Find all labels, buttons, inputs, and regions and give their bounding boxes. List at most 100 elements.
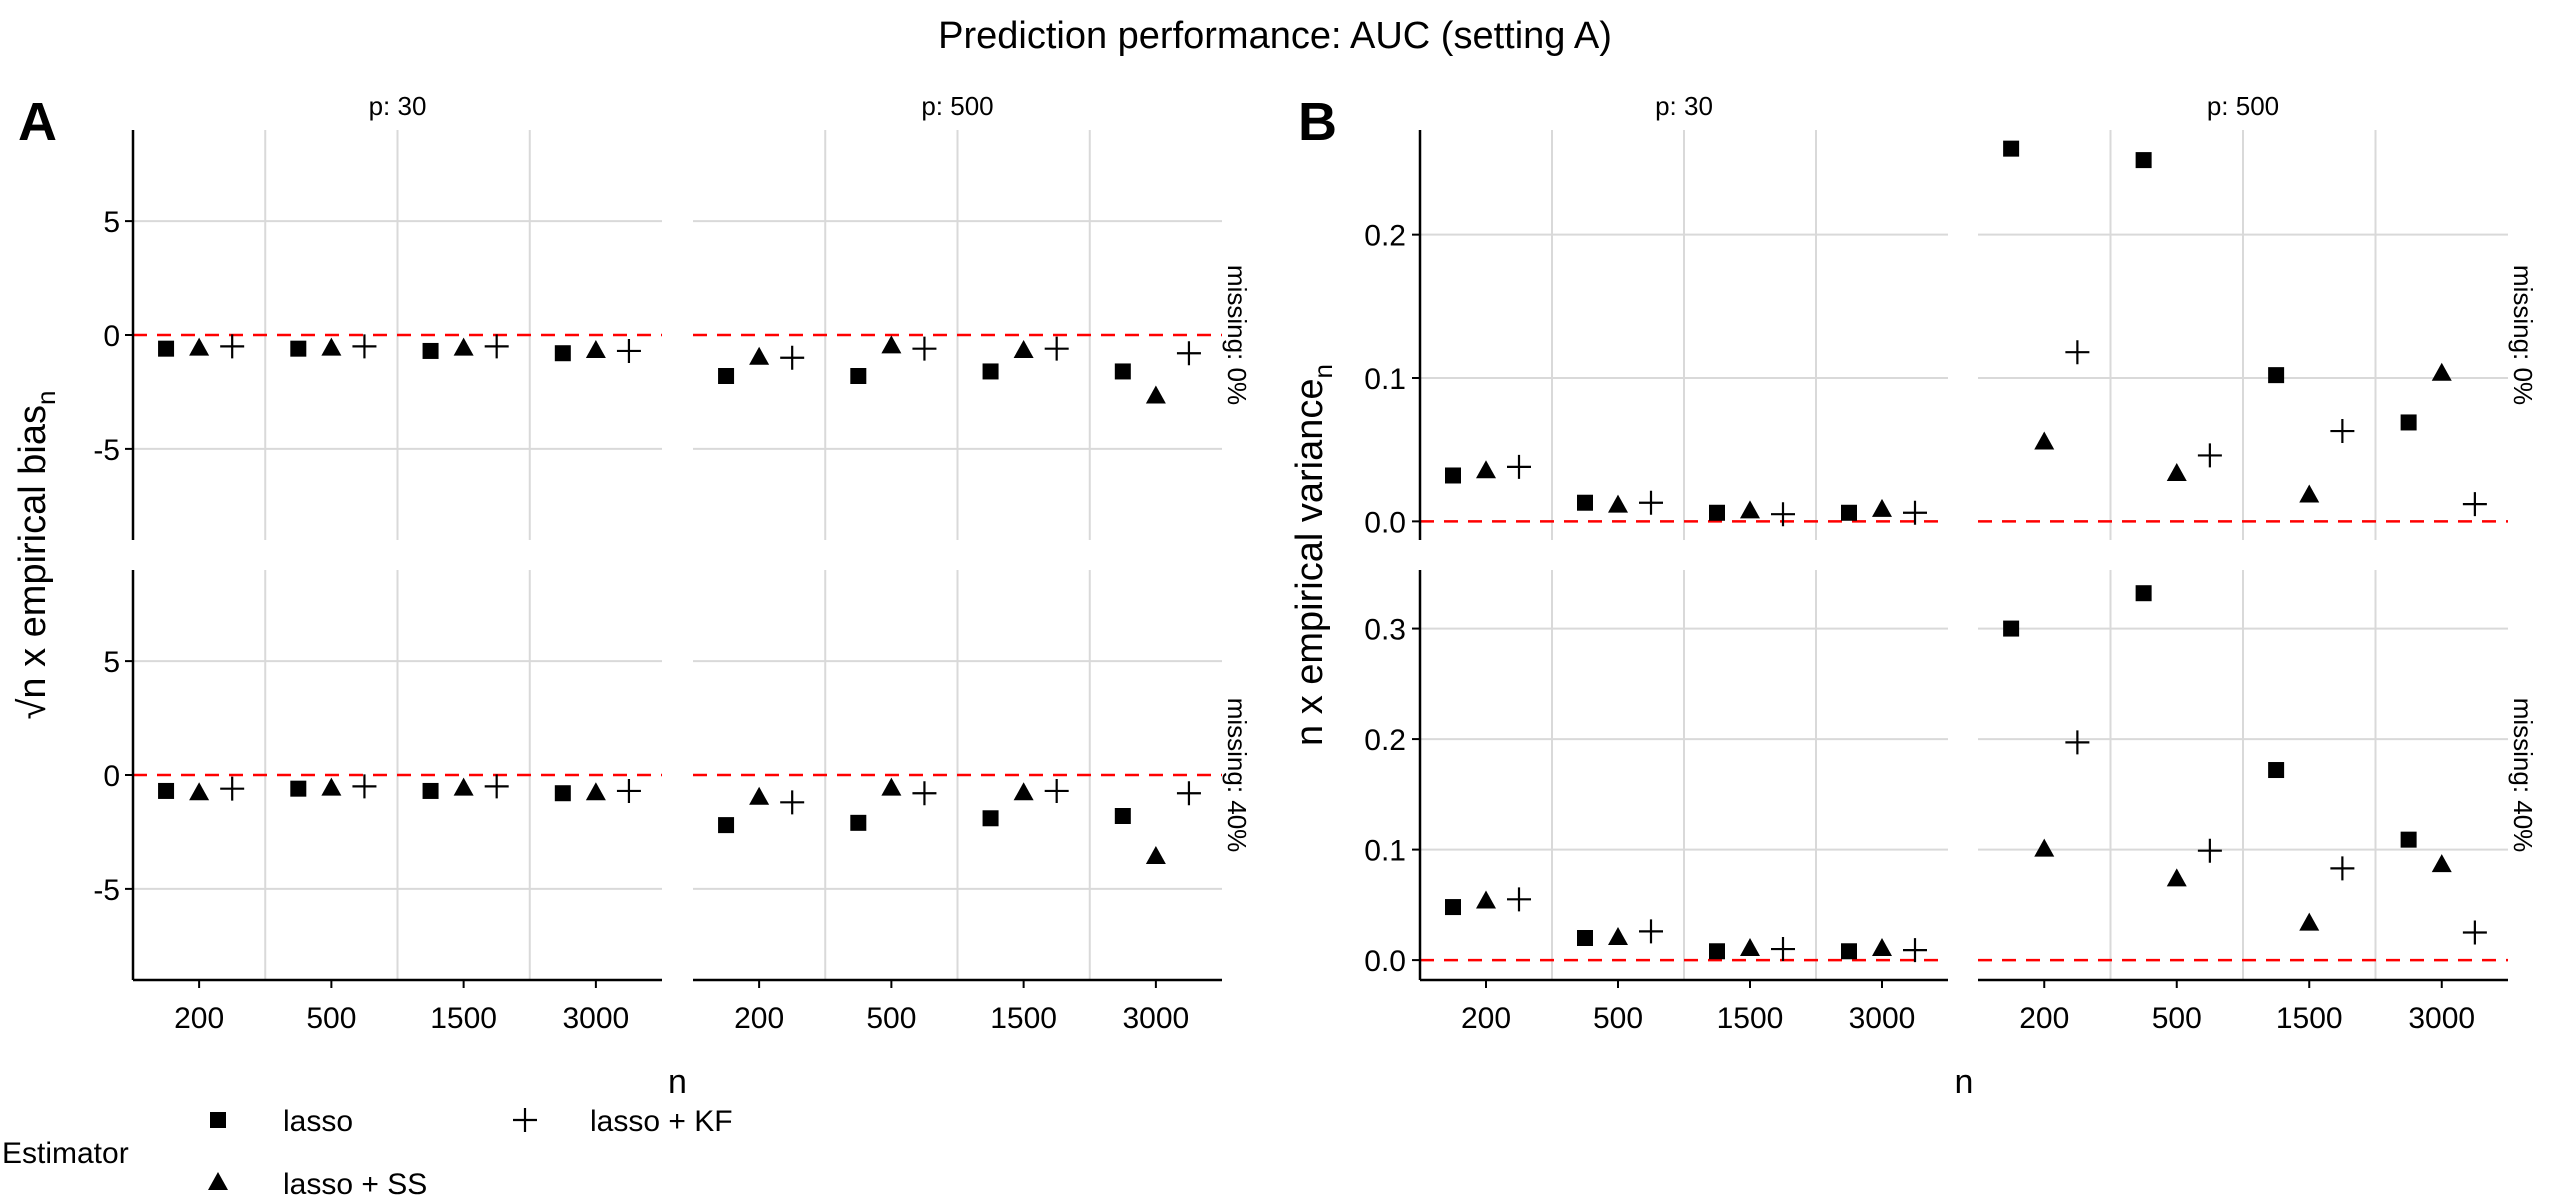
data-point-plus: [484, 774, 509, 799]
data-point-plus: [2462, 492, 2487, 517]
data-point-square: [982, 810, 999, 827]
data-point-plus: [1507, 454, 1531, 479]
data-point-triangle: [2166, 868, 2187, 887]
data-point-triangle: [2299, 912, 2320, 931]
data-point-triangle: [881, 777, 902, 796]
x-tick-label: 500: [2152, 1002, 2202, 1035]
data-point-triangle: [749, 346, 770, 365]
facet-row-label: missing: 40%: [2508, 698, 2538, 853]
y-axis-title: √n x empirical biasn: [12, 391, 61, 720]
legend-title: Estimator: [2, 1137, 129, 1170]
legend-item: lasso + SS: [208, 1168, 427, 1200]
data-point-triangle: [1476, 890, 1496, 909]
x-tick-label: 200: [1461, 1002, 1511, 1035]
facet: p: 500 missing: 0%: [1978, 91, 2538, 540]
facet-column-label: p: 30: [369, 91, 427, 121]
y-tick-label: 0.2: [1364, 724, 1406, 757]
facet: 200 500 1500 3000 missing: 40%: [1978, 570, 2538, 1035]
data-point-triangle: [1013, 339, 1034, 358]
x-tick-label: 200: [174, 1002, 224, 1035]
legend-marker-triangle: [208, 1172, 228, 1190]
data-point-plus: [616, 338, 641, 363]
data-point-plus: [1176, 781, 1201, 806]
data-point-square: [1841, 943, 1857, 960]
data-point-plus: [220, 776, 245, 801]
y-tick-label: 0.0: [1364, 945, 1406, 978]
data-point-triangle: [2034, 431, 2055, 450]
data-point-square: [1445, 899, 1461, 916]
x-tick-label: 3000: [1849, 1002, 1916, 1035]
data-point-plus: [2330, 419, 2355, 444]
x-axis-title: n: [668, 1063, 687, 1101]
data-point-plus: [1771, 937, 1795, 962]
data-point-square: [290, 340, 307, 357]
x-tick-label: 500: [306, 1002, 356, 1035]
data-point-triangle: [2166, 463, 2187, 482]
y-tick-label: -5: [93, 434, 120, 467]
facet-row-label: missing: 0%: [1222, 265, 1252, 405]
facet-column-label: p: 30: [1655, 91, 1713, 121]
data-point-square: [158, 782, 175, 799]
data-point-square: [2268, 367, 2285, 384]
data-point-plus: [912, 336, 937, 361]
data-point-triangle: [453, 777, 474, 796]
x-tick-label: 500: [1593, 1002, 1643, 1035]
data-point-square: [1709, 504, 1725, 521]
data-point-triangle: [1476, 460, 1496, 479]
x-tick-label: 1500: [2276, 1002, 2343, 1035]
data-point-square: [290, 780, 307, 797]
data-point-plus: [1771, 502, 1795, 527]
legend-marker-square: [210, 1112, 226, 1128]
data-point-plus: [1044, 336, 1069, 361]
data-point-plus: [1903, 938, 1927, 963]
data-point-triangle: [321, 777, 342, 796]
data-point-square: [422, 342, 439, 359]
facet-row-label: missing: 40%: [1222, 698, 1252, 853]
facet: 200 500 1500 3000 missing: 40%: [693, 570, 1252, 1035]
x-tick-label: 1500: [990, 1002, 1057, 1035]
data-point-plus: [484, 334, 509, 359]
data-point-triangle: [321, 337, 342, 356]
facet: 0.0 0.1 0.2 p: 30: [1364, 91, 1948, 540]
data-point-triangle: [189, 337, 210, 356]
y-tick-label: -5: [93, 874, 120, 907]
y-axis-title: n x empirical variancen: [1289, 364, 1338, 746]
legend-label: lasso: [283, 1105, 353, 1138]
x-tick-label: 1500: [430, 1002, 497, 1035]
x-tick-label: 200: [2019, 1002, 2069, 1035]
data-point-triangle: [1145, 385, 1166, 404]
data-point-triangle: [881, 335, 902, 354]
data-point-plus: [780, 790, 805, 815]
data-point-triangle: [2299, 484, 2320, 503]
data-point-triangle: [585, 782, 606, 801]
x-tick-label: 200: [734, 1002, 784, 1035]
data-point-plus: [1639, 490, 1663, 515]
y-tick-label: 5: [103, 206, 120, 239]
facet: p: 500 missing: 0%: [693, 91, 1252, 540]
panel-label: A: [18, 92, 57, 152]
data-point-plus: [780, 345, 805, 370]
data-point-triangle: [1013, 782, 1034, 801]
data-point-plus: [1176, 341, 1201, 366]
y-tick-label: 0: [103, 760, 120, 793]
data-point-triangle: [1872, 498, 1892, 517]
legend: Estimator lasso lasso + SS lasso + KF: [2, 1105, 733, 1200]
data-point-plus: [1044, 778, 1069, 803]
data-point-square: [554, 785, 571, 802]
x-tick-label: 3000: [1123, 1002, 1190, 1035]
data-point-square: [1445, 467, 1461, 484]
x-tick-label: 3000: [2408, 1002, 2475, 1035]
y-tick-label: 0.0: [1364, 506, 1406, 539]
y-tick-label: 5: [103, 646, 120, 679]
data-point-square: [1841, 504, 1857, 521]
data-point-plus: [2462, 920, 2487, 945]
x-tick-label: 500: [866, 1002, 916, 1035]
facet: 0.0 0.1 0.2 0.3 200 500 1500 3000: [1364, 570, 1948, 1035]
data-point-triangle: [453, 337, 474, 356]
facet-column-label: p: 500: [2207, 91, 2279, 121]
data-point-plus: [1903, 500, 1927, 525]
data-point-square: [718, 817, 735, 834]
x-tick-label: 3000: [563, 1002, 630, 1035]
